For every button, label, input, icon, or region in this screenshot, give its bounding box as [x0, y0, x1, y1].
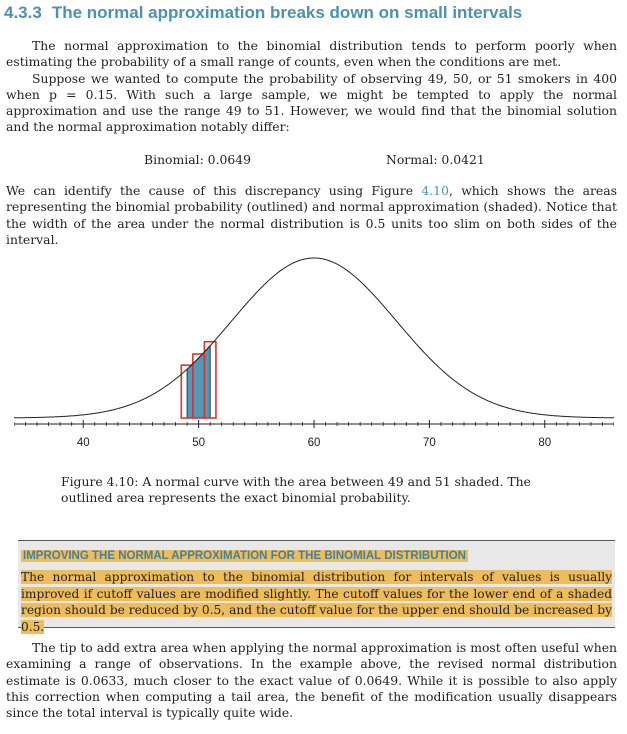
intro-text-2: Suppose we wanted to compute the probabi…: [6, 70, 617, 135]
tip-title: IMPROVING THE NORMAL APPROXIMATION FOR T…: [21, 550, 468, 562]
normal-curve-figure: 40 50 60 70 80: [14, 257, 614, 449]
normal-result: Normal: 0.0421: [386, 152, 485, 167]
tip-box: IMPROVING THE NORMAL APPROXIMATION FOR T…: [18, 540, 615, 634]
tip-body: The normal approximation to the binomial…: [21, 569, 612, 635]
x-axis-tick-labels: 40 50 60 70 80: [77, 437, 551, 449]
tip-body-text: The normal approximation to the binomial…: [21, 570, 612, 634]
discrepancy-paragraph: We can identify the cause of this discre…: [6, 183, 617, 248]
figure-caption: Figure 4.10: A normal curve with the are…: [61, 474, 531, 505]
section-number: 4.3.3: [4, 3, 42, 22]
intro-text-1: The normal approximation to the binomial…: [6, 38, 617, 70]
figure-reference-link[interactable]: 4.10: [421, 183, 449, 198]
discrepancy-text-end: , which shows the areas representing the…: [6, 183, 618, 247]
section-title: The normal approximation breaks down on …: [51, 3, 523, 22]
tick-label-80: 80: [538, 437, 551, 449]
binomial-result: Binomial: 0.0649: [144, 152, 252, 167]
tick-label-50: 50: [192, 437, 205, 449]
discrepancy-text-start: We can identify the cause of this discre…: [6, 183, 422, 198]
closing-paragraph: The tip to add extra area when applying …: [6, 640, 617, 721]
binomial-outlines: [180, 340, 217, 419]
section-heading: 4.3.3 The normal approximation breaks dow…: [4, 3, 522, 23]
closing-text: The tip to add extra area when applying …: [6, 640, 618, 721]
tick-label-40: 40: [77, 437, 90, 449]
intro-paragraph: The normal approximation to the binomial…: [6, 38, 617, 136]
tick-label-70: 70: [423, 437, 436, 449]
tick-label-60: 60: [308, 437, 321, 449]
x-axis-minor-ticks: [14, 422, 614, 426]
normal-curve: [14, 257, 614, 419]
binomial-bar-outline-51: [203, 340, 217, 419]
x-axis-major-ticks: [82, 420, 546, 428]
